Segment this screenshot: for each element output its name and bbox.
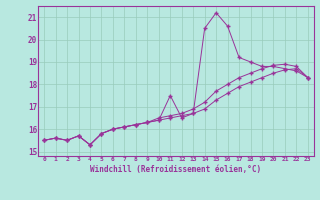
X-axis label: Windchill (Refroidissement éolien,°C): Windchill (Refroidissement éolien,°C) (91, 165, 261, 174)
